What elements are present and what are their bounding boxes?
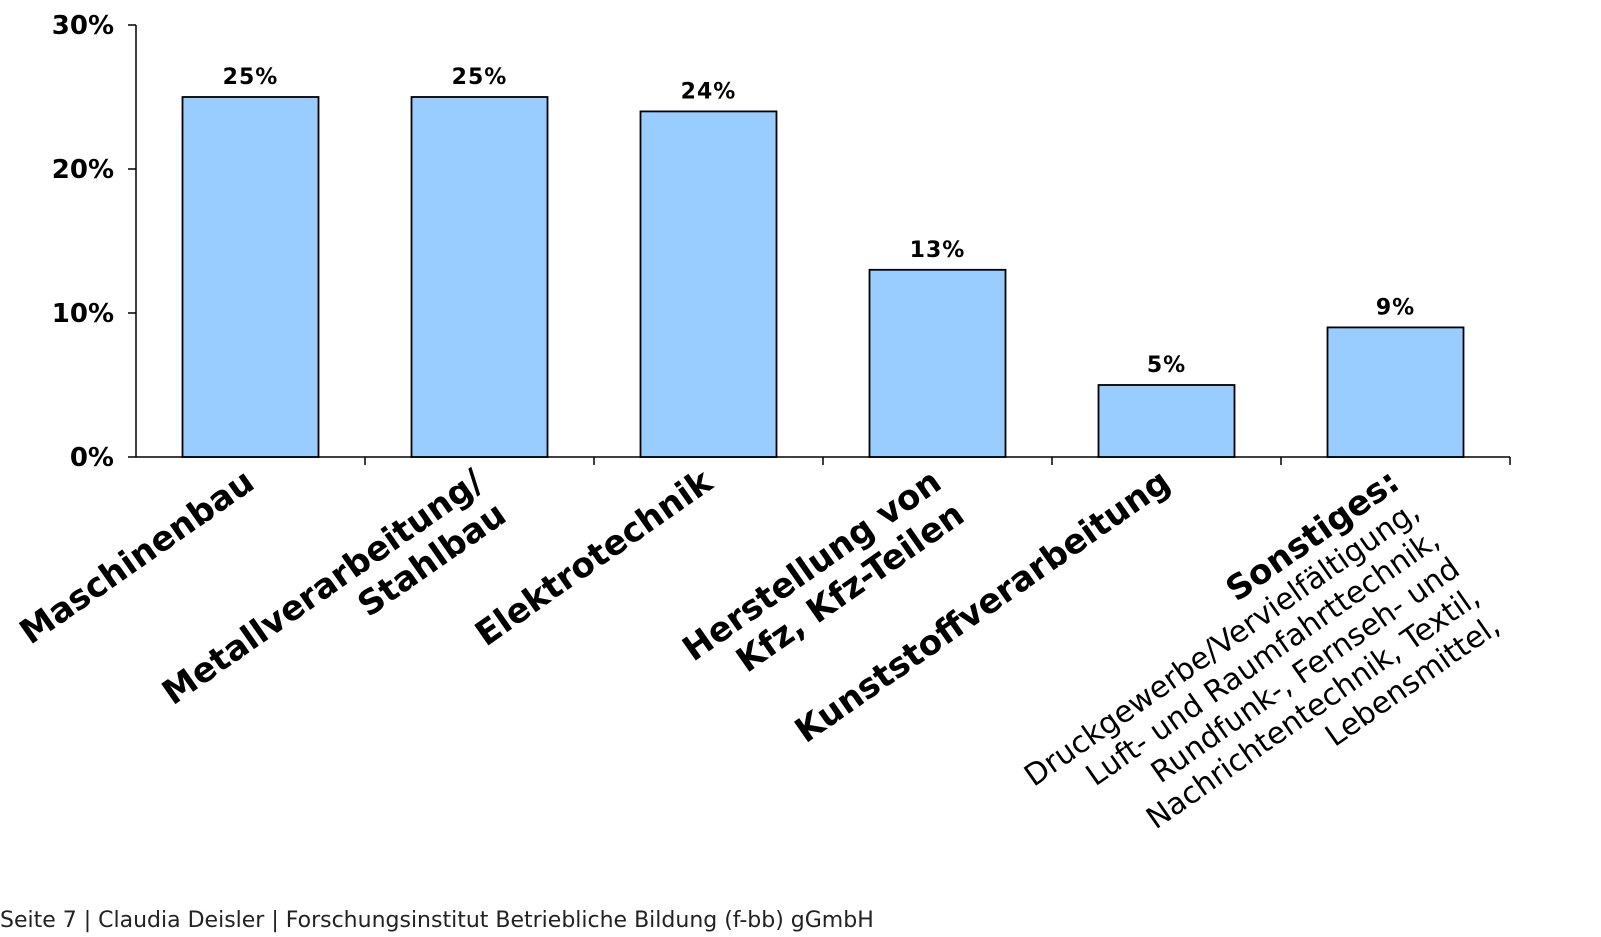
bar: [1097, 384, 1236, 458]
bar: [868, 268, 1007, 458]
bar: [1326, 326, 1465, 458]
data-label: 25%: [223, 65, 279, 90]
x-category-label: Maschinenbau: [13, 462, 262, 653]
data-label: 5%: [1147, 353, 1186, 378]
bar: [181, 96, 320, 458]
y-tick-label: 20%: [52, 155, 114, 185]
data-label: 13%: [910, 238, 966, 263]
y-tick-label: 10%: [52, 299, 114, 329]
bar: [410, 96, 549, 458]
footer-text: Seite 7 | Claudia Deisler | Forschungsin…: [0, 908, 874, 933]
data-label: 9%: [1376, 295, 1415, 320]
data-label: 24%: [681, 79, 737, 104]
x-category-line: Elektrotechnik: [468, 461, 721, 655]
y-tick-label: 0%: [70, 443, 114, 473]
bar: [639, 110, 778, 458]
x-category-label: Elektrotechnik: [468, 461, 721, 655]
data-label: 25%: [452, 65, 508, 90]
x-category-line: Maschinenbau: [13, 462, 262, 653]
y-tick-label: 30%: [52, 11, 114, 41]
